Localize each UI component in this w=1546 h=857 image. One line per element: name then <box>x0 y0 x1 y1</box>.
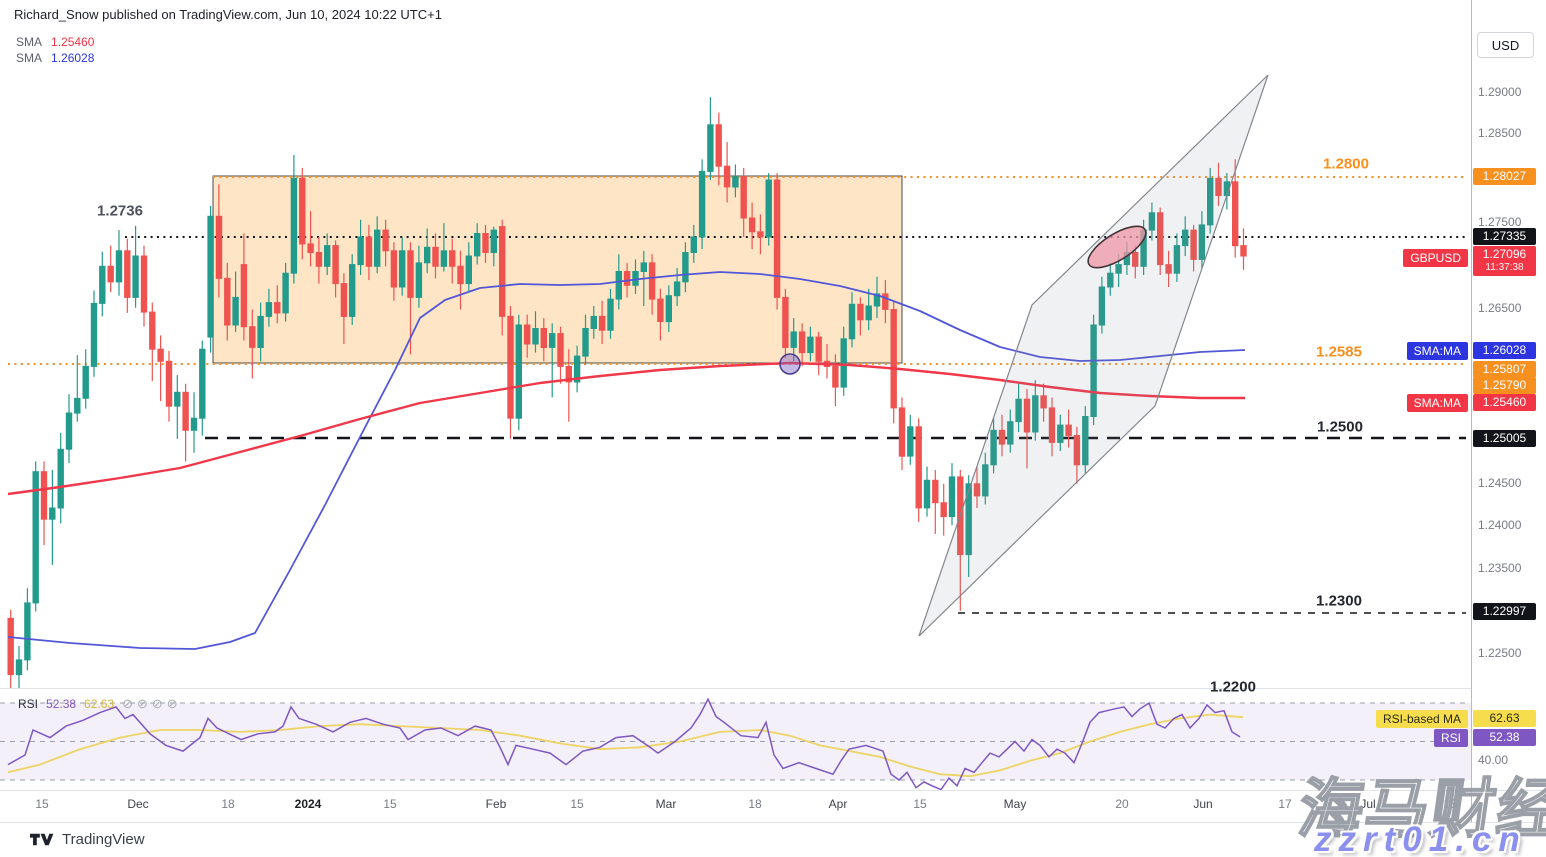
time-tick-15: 15 <box>570 797 584 811</box>
sma-legend-label: SMA <box>16 51 43 65</box>
indicator-action-icon[interactable]: ⊘ <box>151 696 163 711</box>
price-badge: 1.22997 <box>1473 603 1536 620</box>
price-tick: 1.28500 <box>1478 126 1522 140</box>
circle-annotation[interactable] <box>779 353 801 375</box>
axis-chip-SMA:MA: SMA:MA <box>1406 394 1468 412</box>
sma-legend-value: 1.25460 <box>51 35 95 49</box>
candles-down <box>7 112 1247 688</box>
time-tick-15: 15 <box>35 797 49 811</box>
time-tick-2024: 2024 <box>294 797 322 811</box>
sma-line-blue <box>7 271 1246 650</box>
price-badge: 1.27335 <box>1473 228 1536 245</box>
time-tick-15: 15 <box>383 797 397 811</box>
price-tick: 1.22500 <box>1478 646 1522 660</box>
time-tick-Jun: Jun <box>1193 797 1213 811</box>
rsi-value: 52.38 <box>46 697 77 711</box>
time-axis-top-border <box>0 790 1546 791</box>
currency-toggle-button[interactable]: USD <box>1477 32 1534 58</box>
rsi-line <box>7 697 1241 790</box>
time-tick-May: May <box>1003 797 1027 811</box>
time-tick-Jul: Jul <box>1360 797 1376 811</box>
published-byline: Richard_Snow published on TradingView.co… <box>14 7 442 22</box>
rsi-legend-label: RSI <box>18 697 39 711</box>
level-label-1.2500: 1.2500 <box>1317 418 1363 436</box>
time-tick-Dec: Dec <box>127 797 149 811</box>
price-badge: 1.25807 <box>1473 361 1536 378</box>
level-label-1.2585: 1.2585 <box>1316 343 1362 361</box>
indicator-action-icon[interactable]: ⊘ <box>122 696 133 711</box>
price-tick: 1.24000 <box>1478 518 1522 532</box>
sma-legend-1[interactable]: SMA 1.25460 <box>16 35 94 49</box>
price-axis-border <box>1471 0 1472 822</box>
level-label-1.2736: 1.2736 <box>97 202 143 220</box>
price-chart-canvas[interactable] <box>0 25 1471 688</box>
time-tick-15: 15 <box>913 797 927 811</box>
time-tick-Feb: Feb <box>485 797 507 811</box>
price-badge: 1.28027 <box>1473 168 1536 185</box>
price-badge: 1.27096 11:37:38 <box>1473 246 1536 276</box>
level-label-1.2800: 1.2800 <box>1323 155 1369 173</box>
price-tick: 1.24500 <box>1478 476 1522 490</box>
rsi-axis-chip: RSI <box>1433 729 1468 747</box>
indicator-action-icon[interactable]: ⊘ <box>166 696 178 711</box>
rsi-axis-chip: RSI-based MA <box>1375 710 1468 728</box>
sma-legend-label: SMA <box>16 35 43 49</box>
watermark-url-text: zzrt01.cn <box>1314 820 1527 857</box>
axis-chip-GBPUSD: GBPUSD <box>1403 249 1468 267</box>
sma-line-red <box>7 361 1245 496</box>
trend-channel[interactable] <box>918 74 1269 637</box>
price-badge: 1.25460 <box>1473 394 1536 411</box>
time-axis-bottom-border <box>0 822 1546 823</box>
price-tick: 1.29000 <box>1478 85 1522 99</box>
rsi-legend[interactable]: RSI 52.38 62.63 ⊘ ⊘ ⊘ ⊘ <box>18 696 182 712</box>
sma-legend-value: 1.26028 <box>51 51 95 65</box>
sma-legend-2[interactable]: SMA 1.26028 <box>16 51 94 65</box>
tradingview-logo-icon <box>30 833 54 846</box>
time-tick-18: 18 <box>748 797 762 811</box>
rsi-pane-canvas[interactable] <box>0 688 1471 790</box>
rsi-axis-badge: 62.63 <box>1473 710 1536 727</box>
price-tick: 1.23500 <box>1478 561 1522 575</box>
rsi-tick: 40.00 <box>1478 753 1509 767</box>
price-badge: 1.25005 <box>1473 430 1536 447</box>
rsi-axis-badge: 52.38 <box>1473 729 1536 746</box>
level-label-1.2200: 1.2200 <box>1210 678 1256 696</box>
price-tick: 1.27500 <box>1478 215 1522 229</box>
price-tick: 1.26500 <box>1478 301 1522 315</box>
time-tick-Apr: Apr <box>828 797 848 811</box>
price-badge: 1.26028 <box>1473 342 1536 359</box>
time-tick-15: 15 <box>1443 797 1457 811</box>
tradingview-brand-link[interactable]: TradingView <box>30 831 145 848</box>
rsi-ma-line <box>7 713 1244 778</box>
candles-up <box>15 97 1231 688</box>
ellipse-annotation[interactable] <box>1082 218 1152 275</box>
time-tick-18: 18 <box>221 797 235 811</box>
time-tick-20: 20 <box>1115 797 1129 811</box>
time-tick-17: 17 <box>1278 797 1292 811</box>
price-badge: 1.25790 <box>1473 377 1536 394</box>
tradingview-brand-text: TradingView <box>62 831 145 848</box>
axis-chip-SMA:MA: SMA:MA <box>1406 342 1468 360</box>
pane-divider[interactable] <box>0 688 1471 689</box>
rsi-ma-value: 62.63 <box>84 697 115 711</box>
level-label-1.2300: 1.2300 <box>1316 592 1362 610</box>
indicator-action-icon[interactable]: ⊘ <box>136 696 148 711</box>
time-tick-Mar: Mar <box>655 797 677 811</box>
